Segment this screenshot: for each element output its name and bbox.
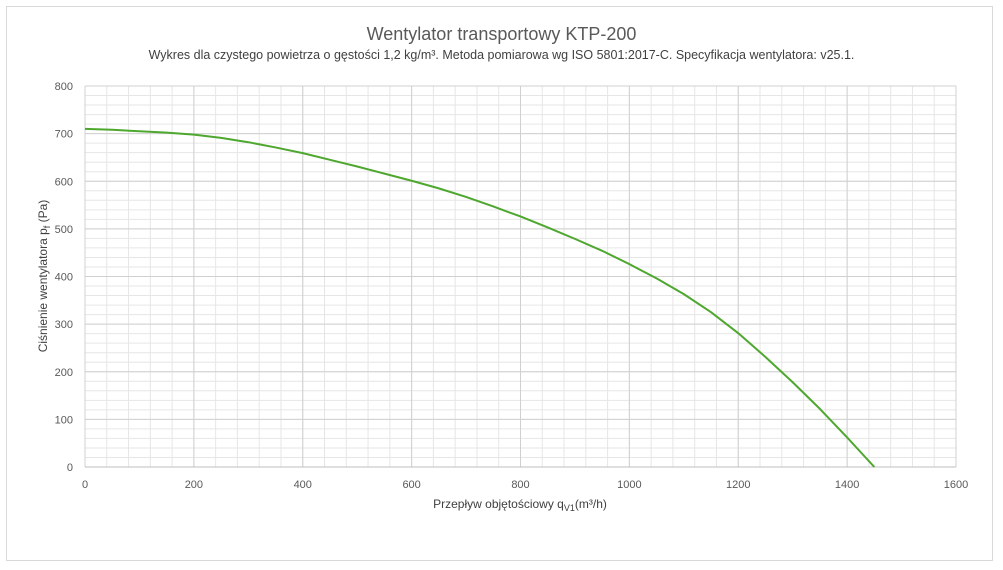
series-layer [84, 127, 876, 468]
x-tick-label: 1000 [617, 479, 641, 491]
chart-frame [6, 6, 993, 561]
x-axis-label: Przepływ objętościowy qV1(m³/h) [433, 497, 607, 513]
x-tick-label: 1200 [726, 479, 750, 491]
y-tick-label: 700 [55, 129, 73, 141]
x-tick-label: 600 [402, 479, 420, 491]
y-tick-label: 500 [55, 224, 73, 236]
y-tick-label: 0 [67, 462, 73, 474]
y-tick-label: 800 [55, 81, 73, 93]
chart-title: Wentylator transportowy KTP-200 [366, 24, 637, 44]
series-line [84, 127, 876, 468]
x-tick-label: 1600 [944, 479, 968, 491]
x-tick-label: 1400 [835, 479, 859, 491]
y-tick-label: 400 [55, 272, 73, 284]
x-tick-label: 200 [185, 479, 203, 491]
y-tick-label: 100 [55, 414, 73, 426]
chart-subtitle: Wykres dla czystego powietrza o gęstości… [148, 48, 855, 62]
x-tick-label: 0 [82, 479, 88, 491]
y-tick-label: 200 [55, 367, 73, 379]
y-axis-label: Ciśnienie wentylatora pf (Pa) [36, 200, 52, 353]
y-tick-label: 600 [55, 176, 73, 188]
y-tick-label: 300 [55, 319, 73, 331]
tick-labels: 0 200 400 600 800 1000 1200 1400 1600 0 100 200 300 4… [55, 81, 969, 491]
x-tick-label: 800 [511, 479, 529, 491]
grid [84, 85, 957, 468]
x-tick-label: 400 [294, 479, 312, 491]
